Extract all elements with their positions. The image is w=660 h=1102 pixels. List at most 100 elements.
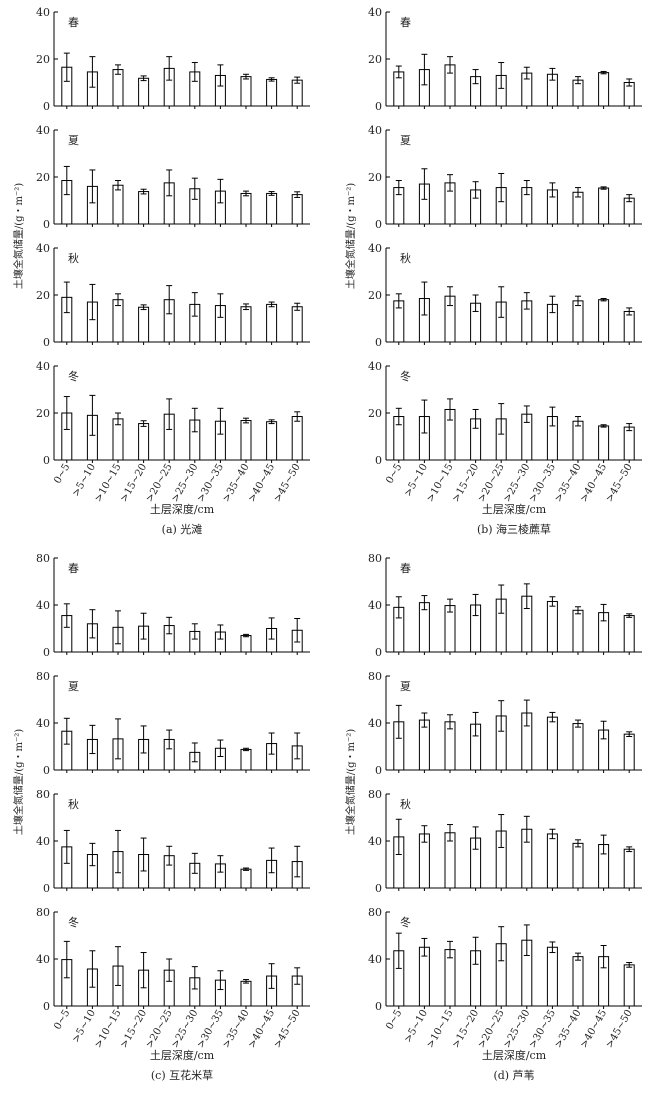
y-tick-label: 0 bbox=[43, 454, 50, 467]
x-tick-label: >5~10 bbox=[71, 462, 98, 499]
y-tick-label: 0 bbox=[43, 336, 50, 349]
y-tick-label: 40 bbox=[36, 599, 50, 612]
y-tick-label: 20 bbox=[368, 53, 382, 66]
season-label: 春 bbox=[400, 562, 411, 575]
bar bbox=[291, 306, 303, 343]
bar bbox=[623, 848, 635, 889]
bar bbox=[623, 733, 635, 771]
y-tick-label: 0 bbox=[43, 1000, 50, 1013]
chart-panel-c: 04080春04080夏04080秋04080冬0~5>5~10>10~15>1… bbox=[12, 552, 310, 1082]
bar bbox=[266, 192, 278, 225]
x-tick-label: >45~50 bbox=[604, 462, 635, 504]
bar bbox=[598, 187, 610, 225]
panel-caption: (b) 海三棱藨草 bbox=[477, 522, 551, 536]
y-axis-title: 土壤全氮储量/(g・m⁻²) bbox=[12, 183, 25, 289]
bar bbox=[240, 980, 252, 1007]
x-tick-label: 0~5 bbox=[52, 1008, 72, 1032]
panel-caption: (a) 光滩 bbox=[162, 522, 203, 536]
bar bbox=[572, 956, 584, 1007]
y-tick-label: 40 bbox=[368, 360, 382, 373]
bar bbox=[572, 300, 584, 343]
season-label: 秋 bbox=[68, 251, 79, 265]
bar bbox=[598, 425, 610, 461]
subplot-b-1: 0 20 40 春 bbox=[368, 6, 642, 113]
x-axis-title: 土层深度/cm bbox=[150, 502, 215, 516]
bar bbox=[572, 842, 584, 889]
x-tick-label: >5~10 bbox=[403, 1008, 430, 1045]
bar bbox=[291, 416, 303, 461]
x-axis-title: 土层深度/cm bbox=[482, 502, 547, 516]
bar bbox=[291, 79, 303, 107]
y-tick-label: 40 bbox=[36, 6, 50, 19]
season-label: 冬 bbox=[68, 915, 79, 929]
panel-caption: (c) 互花米草 bbox=[151, 1069, 213, 1082]
x-tick-label: >5~10 bbox=[71, 1008, 98, 1045]
bar bbox=[240, 748, 252, 771]
y-tick-label: 40 bbox=[368, 599, 382, 612]
y-tick-label: 0 bbox=[375, 646, 382, 659]
season-label: 冬 bbox=[400, 915, 411, 929]
y-tick-label: 40 bbox=[36, 242, 50, 255]
x-tick-label: >45~50 bbox=[604, 1008, 635, 1050]
bar bbox=[572, 609, 584, 653]
figure-root: 02040春02040夏02040秋02040冬0~5>5~10>10~15>1… bbox=[12, 6, 642, 1082]
bar bbox=[112, 69, 124, 107]
y-tick-label: 80 bbox=[368, 788, 382, 801]
y-tick-label: 0 bbox=[43, 764, 50, 777]
subplot-d-4: 04080冬0~5>5~10>10~15>15~20>20~25>25~30>3… bbox=[368, 906, 642, 1050]
season-label: 夏 bbox=[68, 134, 79, 147]
bar bbox=[138, 77, 150, 107]
y-tick-label: 80 bbox=[36, 552, 50, 565]
bar bbox=[546, 833, 558, 889]
season-label: 春 bbox=[68, 562, 79, 575]
bar bbox=[623, 615, 635, 653]
season-label: 春 bbox=[68, 16, 79, 29]
season-label: 夏 bbox=[68, 680, 79, 693]
y-tick-label: 0 bbox=[375, 764, 382, 777]
season-label: 夏 bbox=[400, 134, 411, 147]
x-tick-label: 0~5 bbox=[384, 462, 404, 486]
bar bbox=[266, 78, 278, 107]
y-tick-label: 20 bbox=[36, 53, 50, 66]
y-tick-label: 40 bbox=[368, 124, 382, 137]
season-label: 冬 bbox=[400, 369, 411, 383]
y-tick-label: 0 bbox=[375, 336, 382, 349]
y-tick-label: 40 bbox=[36, 360, 50, 373]
x-axis-title: 土层深度/cm bbox=[150, 1048, 215, 1062]
y-tick-label: 40 bbox=[368, 6, 382, 19]
bar bbox=[546, 946, 558, 1007]
subplot-c-2: 0 40 80 夏 bbox=[36, 670, 310, 777]
season-label: 秋 bbox=[68, 797, 79, 811]
subplot-a-4: 02040冬0~5>5~10>10~15>15~20>20~25>25~30>3… bbox=[36, 360, 310, 504]
bar bbox=[240, 868, 252, 889]
y-tick-label: 40 bbox=[36, 835, 50, 848]
y-tick-label: 80 bbox=[36, 670, 50, 683]
y-tick-label: 40 bbox=[36, 717, 50, 730]
bar bbox=[112, 184, 124, 225]
y-tick-label: 80 bbox=[368, 670, 382, 683]
bar bbox=[598, 72, 610, 107]
y-tick-label: 40 bbox=[368, 835, 382, 848]
y-tick-label: 40 bbox=[368, 953, 382, 966]
chart-panel-d: 04080春04080夏04080秋04080冬0~5>5~10>10~15>1… bbox=[344, 552, 642, 1082]
x-tick-label: >5~10 bbox=[403, 462, 430, 499]
season-label: 夏 bbox=[400, 680, 411, 693]
x-tick-label: >45~50 bbox=[272, 462, 303, 504]
y-tick-label: 0 bbox=[375, 1000, 382, 1013]
bar bbox=[546, 600, 558, 653]
y-tick-label: 20 bbox=[36, 171, 50, 184]
y-tick-label: 20 bbox=[36, 407, 50, 420]
chart-panel-b: 02040春02040夏02040秋02040冬0~5>5~10>10~15>1… bbox=[344, 6, 642, 536]
y-tick-label: 40 bbox=[368, 242, 382, 255]
y-tick-label: 20 bbox=[368, 171, 382, 184]
x-tick-label: 0~5 bbox=[384, 1008, 404, 1032]
y-tick-label: 80 bbox=[36, 906, 50, 919]
y-axis-title: 土壤全氮储量/(g・m⁻²) bbox=[344, 729, 357, 835]
y-tick-label: 20 bbox=[36, 289, 50, 302]
subplot-d-2: 0 40 80 夏 bbox=[368, 670, 642, 777]
x-axis-title: 土层深度/cm bbox=[482, 1048, 547, 1062]
y-tick-label: 40 bbox=[36, 124, 50, 137]
bar bbox=[291, 194, 303, 225]
panel-caption: (d) 芦苇 bbox=[493, 1068, 534, 1082]
